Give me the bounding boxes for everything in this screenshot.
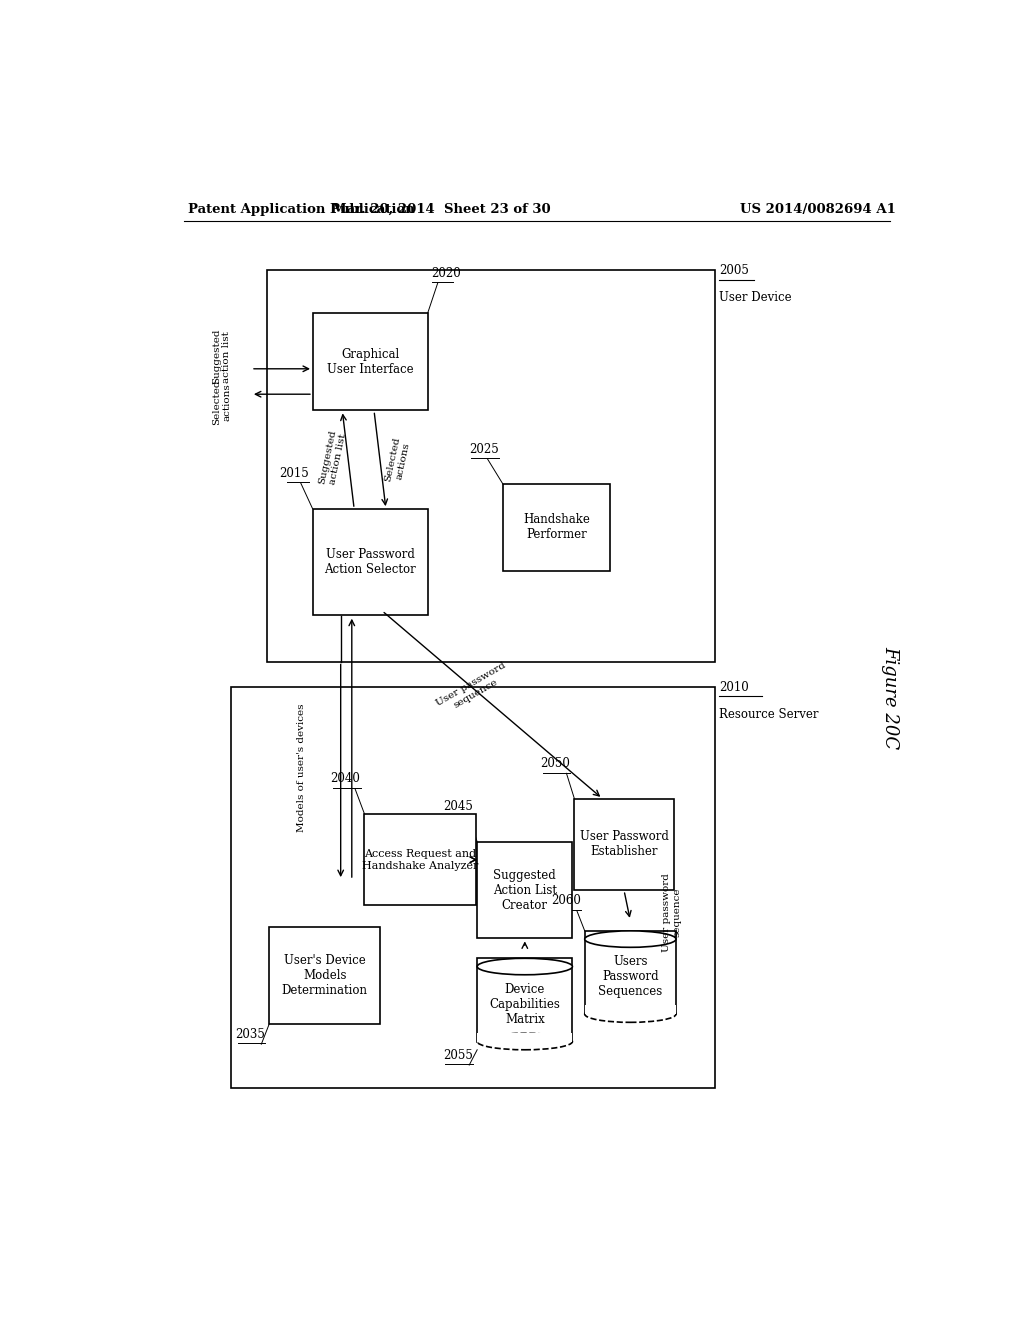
Bar	[503, 484, 610, 570]
Text: Access Request and
Handshake Analyzer: Access Request and Handshake Analyzer	[361, 849, 478, 870]
Bar	[269, 928, 380, 1024]
Text: 2025: 2025	[469, 442, 499, 455]
Text: 2010: 2010	[719, 681, 749, 694]
Bar	[312, 313, 428, 411]
Text: Selected
actions: Selected actions	[212, 380, 231, 425]
Text: User Password
Action Selector: User Password Action Selector	[325, 548, 416, 576]
Text: Suggested
action list: Suggested action list	[317, 429, 348, 487]
Text: User password
sequence: User password sequence	[434, 661, 512, 717]
Text: US 2014/0082694 A1: US 2014/0082694 A1	[740, 203, 896, 215]
Text: 2035: 2035	[236, 1028, 265, 1041]
Text: 2020: 2020	[431, 267, 461, 280]
Text: Selected
actions: Selected actions	[384, 436, 412, 484]
Bar	[267, 271, 715, 661]
Text: 2060: 2060	[551, 895, 581, 907]
Text: Users
Password
Sequences: Users Password Sequences	[598, 956, 663, 998]
Bar	[477, 958, 572, 1041]
Text: Resource Server: Resource Server	[719, 708, 819, 721]
Ellipse shape	[585, 931, 676, 948]
Ellipse shape	[477, 958, 572, 974]
Text: Patent Application Publication: Patent Application Publication	[187, 203, 415, 215]
Text: Suggested
action list: Suggested action list	[212, 329, 231, 384]
Text: Graphical
User Interface: Graphical User Interface	[327, 347, 414, 376]
Text: User Device: User Device	[719, 292, 792, 304]
Ellipse shape	[585, 1006, 676, 1022]
Text: Device
Capabilities
Matrix: Device Capabilities Matrix	[489, 982, 560, 1026]
Bar	[231, 686, 715, 1089]
Text: 2005: 2005	[719, 264, 750, 277]
Text: Figure 20C: Figure 20C	[881, 645, 899, 748]
Bar	[477, 1032, 572, 1041]
Bar	[312, 508, 428, 615]
Text: Models of user's devices: Models of user's devices	[297, 704, 305, 833]
Text: User Password
Establisher: User Password Establisher	[580, 830, 669, 858]
Bar	[574, 799, 674, 890]
Text: User's Device
Models
Determination: User's Device Models Determination	[282, 954, 368, 997]
Text: Suggested
Action List
Creator: Suggested Action List Creator	[493, 869, 557, 912]
Text: 2055: 2055	[443, 1049, 473, 1063]
Text: User password
sequence: User password sequence	[662, 873, 681, 952]
Text: 2040: 2040	[331, 772, 360, 785]
Text: 2050: 2050	[541, 758, 570, 771]
Ellipse shape	[477, 1034, 572, 1049]
Text: Mar. 20, 2014  Sheet 23 of 30: Mar. 20, 2014 Sheet 23 of 30	[332, 203, 551, 215]
Text: 2015: 2015	[279, 467, 308, 480]
Bar	[585, 931, 676, 1014]
Bar	[585, 1005, 676, 1014]
Bar	[477, 842, 572, 939]
Text: Handshake
Performer: Handshake Performer	[523, 513, 590, 541]
Bar	[365, 814, 475, 906]
Text: 2045: 2045	[443, 800, 473, 813]
